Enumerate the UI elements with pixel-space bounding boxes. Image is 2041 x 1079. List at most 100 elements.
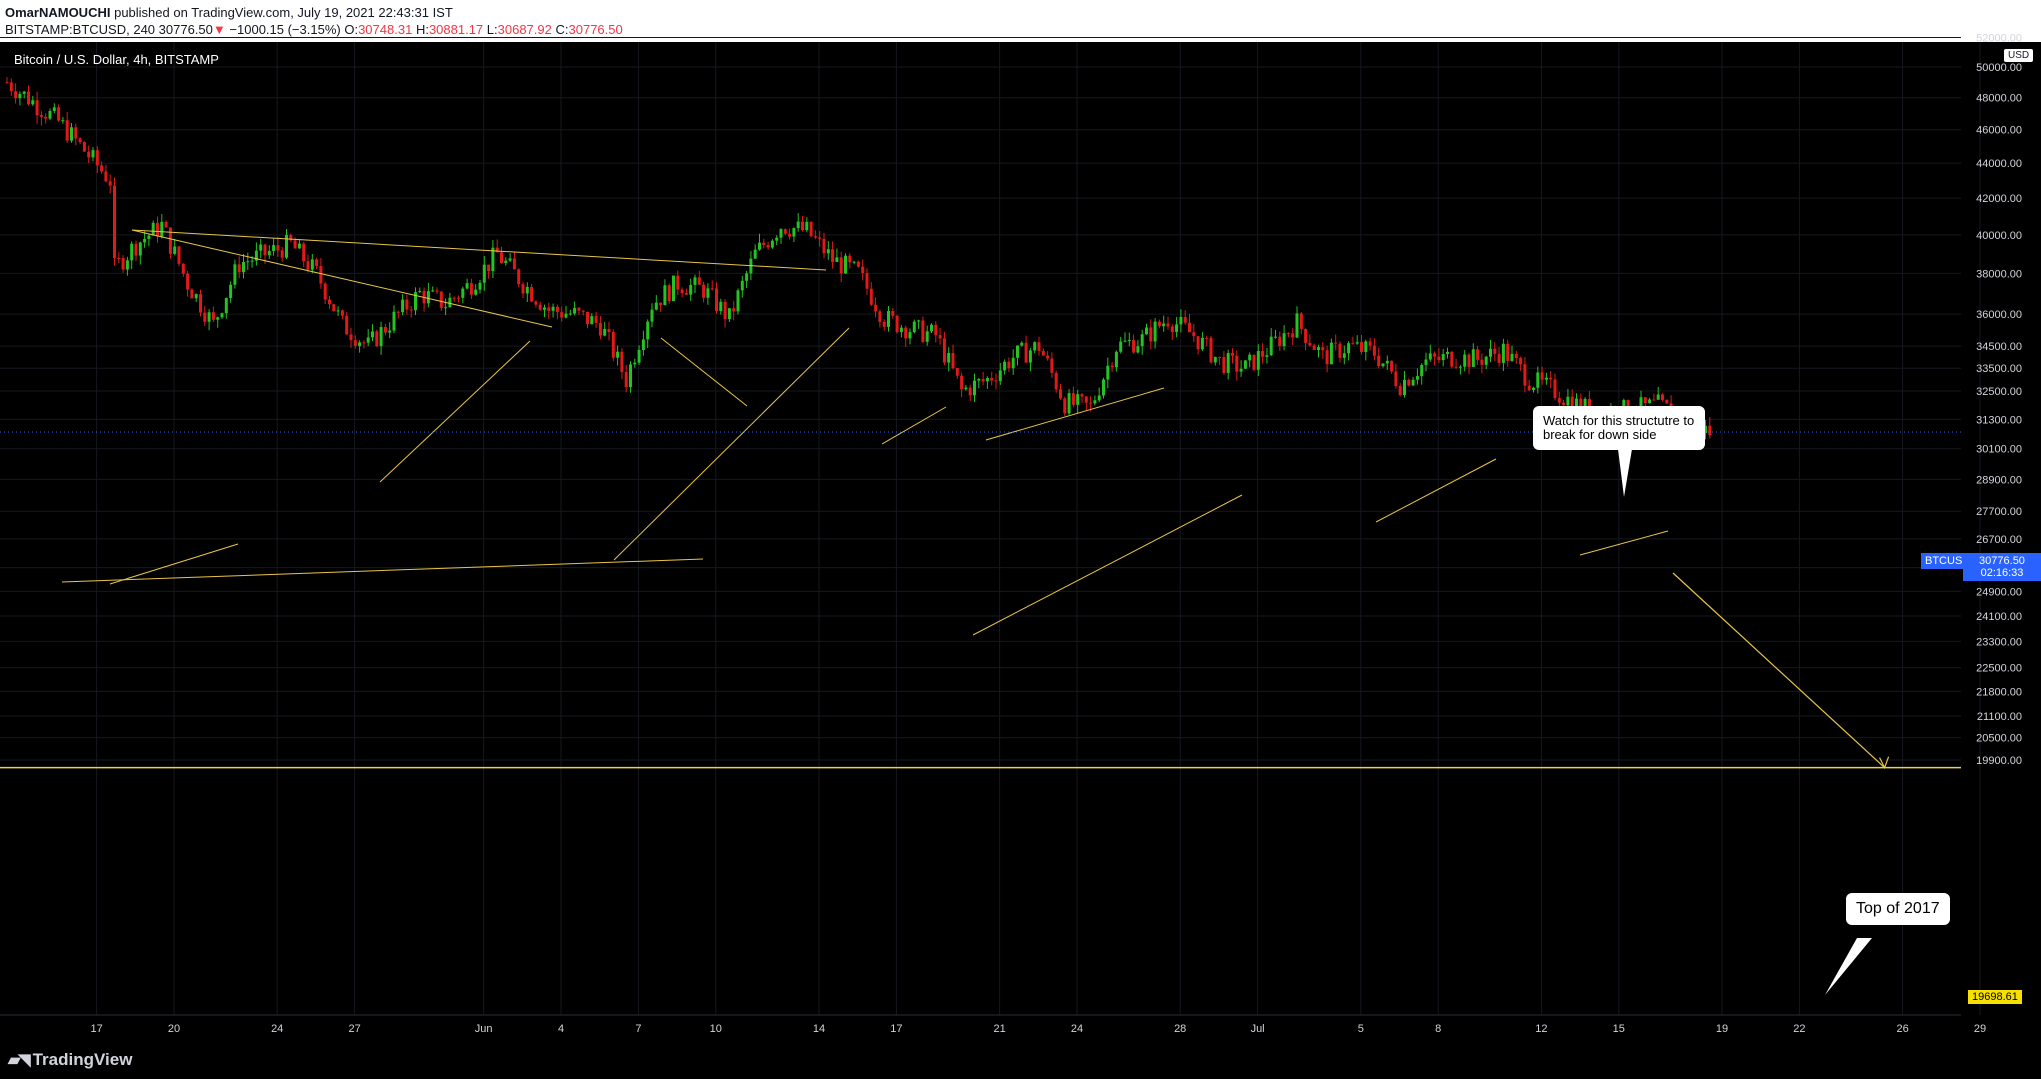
candle-body bbox=[594, 316, 598, 323]
candle-body bbox=[259, 244, 263, 251]
candle-body bbox=[250, 260, 254, 262]
candle-body bbox=[358, 342, 362, 346]
publish-info: OmarNAMOUCHI published on TradingView.co… bbox=[5, 5, 453, 20]
candle-body bbox=[607, 328, 611, 333]
candle-body bbox=[328, 299, 331, 305]
time-tick-label: 21 bbox=[993, 1023, 1005, 1035]
candle-body bbox=[1497, 353, 1501, 363]
candle-body bbox=[91, 150, 95, 158]
candle-body bbox=[1274, 336, 1277, 338]
high-label: H: bbox=[415, 22, 429, 37]
candle-body bbox=[280, 250, 284, 258]
candle-body bbox=[52, 107, 56, 112]
candle-body bbox=[899, 327, 903, 333]
candle-body bbox=[831, 249, 835, 263]
chart-grid bbox=[0, 36, 1981, 1015]
candle-body bbox=[1428, 353, 1432, 360]
author-name[interactable]: OmarNAMOUCHI bbox=[5, 5, 111, 20]
time-tick-label: 14 bbox=[813, 1023, 825, 1035]
candle-body bbox=[194, 294, 198, 299]
candle-body bbox=[796, 221, 800, 229]
time-tick-label: 27 bbox=[348, 1023, 360, 1035]
tradingview-logo-text: TradingView bbox=[32, 1050, 133, 1069]
candle-body bbox=[87, 151, 91, 158]
candle-body bbox=[1557, 398, 1561, 403]
candle-body bbox=[990, 378, 994, 381]
candle-body bbox=[955, 368, 959, 376]
candle-body bbox=[1256, 351, 1260, 370]
candle-body bbox=[1003, 361, 1007, 371]
price-tick-label: 27700.00 bbox=[1976, 506, 2022, 518]
candle-body bbox=[117, 258, 121, 260]
currency-badge[interactable]: USD bbox=[2004, 49, 2034, 62]
candle-body bbox=[1458, 366, 1462, 368]
candle-body bbox=[1579, 398, 1583, 413]
low-value: 30687.92 bbox=[497, 22, 552, 37]
candle-body bbox=[242, 261, 245, 273]
trendline bbox=[985, 387, 1165, 441]
candle-body bbox=[401, 299, 405, 313]
candle-body bbox=[143, 238, 147, 243]
candle-body bbox=[1132, 339, 1136, 353]
candle-body bbox=[366, 337, 370, 343]
trendline bbox=[61, 558, 704, 583]
tradingview-logo[interactable]: ▰◥ TradingView bbox=[8, 1050, 132, 1070]
trendline bbox=[131, 229, 553, 328]
candle-body bbox=[925, 331, 929, 342]
price-chart[interactable]: 17 20 24 27 Jun 4 7 10 14 17 21 24 28 Jul 5 8 12 15 19 22 26… bbox=[0, 0, 2041, 1042]
candle-body bbox=[1583, 398, 1587, 413]
candle-body bbox=[319, 266, 323, 284]
candle-body bbox=[1308, 342, 1312, 346]
time-tick-label: 20 bbox=[168, 1023, 180, 1035]
candle-body bbox=[826, 249, 830, 254]
candle-body bbox=[1420, 364, 1424, 377]
candle-body bbox=[1196, 336, 1200, 350]
price-axis-labels: 52000.00 50000.00 48000.00 46000.00 44000.00… bbox=[1976, 32, 2022, 767]
candle-body bbox=[1033, 342, 1037, 351]
candle-body bbox=[246, 261, 250, 263]
candle-body bbox=[1192, 332, 1196, 337]
candle-body bbox=[1368, 341, 1372, 346]
candle-body bbox=[1415, 376, 1419, 380]
candle-body bbox=[431, 290, 435, 292]
price-tick-label: 38000.00 bbox=[1976, 268, 2022, 280]
candle-body bbox=[1407, 379, 1411, 386]
candle-body bbox=[805, 221, 809, 231]
candle-body bbox=[82, 142, 86, 152]
candle-body bbox=[921, 320, 925, 342]
candle-body bbox=[1295, 313, 1299, 338]
candle-body bbox=[968, 387, 972, 396]
price-tick-label: 42000.00 bbox=[1976, 193, 2022, 205]
candle-body bbox=[1489, 348, 1492, 357]
candle-body bbox=[998, 370, 1002, 382]
candle-body bbox=[414, 292, 417, 311]
candle-body bbox=[865, 272, 869, 289]
candle-body bbox=[792, 228, 796, 237]
candle-body bbox=[392, 311, 396, 331]
candle-body bbox=[1243, 360, 1247, 369]
candle-body bbox=[887, 311, 890, 327]
price-tick-label: 26700.00 bbox=[1976, 534, 2022, 546]
candle-body bbox=[1041, 350, 1045, 356]
bar-countdown: 02:16:33 bbox=[1980, 567, 2024, 579]
time-tick-label: 12 bbox=[1535, 1023, 1547, 1035]
candle-body bbox=[134, 243, 138, 256]
candle-body bbox=[676, 275, 680, 290]
candle-body bbox=[315, 259, 319, 267]
candle-body bbox=[125, 260, 129, 270]
time-tick-label: 17 bbox=[90, 1023, 102, 1035]
candle-body bbox=[1424, 359, 1428, 365]
candle-body bbox=[1080, 394, 1084, 397]
candle-body bbox=[491, 247, 495, 272]
candle-body bbox=[1506, 343, 1510, 361]
candle-body bbox=[1639, 397, 1643, 415]
candle-body bbox=[882, 321, 886, 327]
candle-body bbox=[525, 287, 529, 294]
published-text: published on TradingView.com, July 19, 2… bbox=[114, 5, 453, 20]
candle-body bbox=[1149, 327, 1153, 342]
candle-body bbox=[1235, 355, 1239, 372]
candle-body bbox=[426, 291, 430, 304]
candle-body bbox=[65, 120, 69, 141]
time-tick-label: 7 bbox=[635, 1023, 641, 1035]
candle-body bbox=[14, 91, 18, 99]
